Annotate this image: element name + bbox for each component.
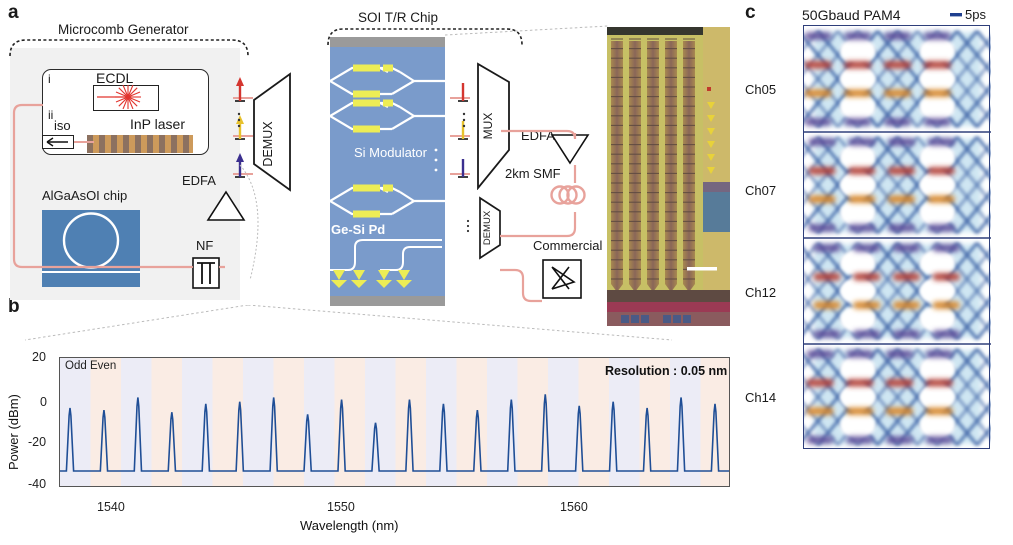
svg-text:MUX: MUX — [481, 113, 495, 140]
svg-text:DEMUX: DEMUX — [482, 210, 493, 245]
